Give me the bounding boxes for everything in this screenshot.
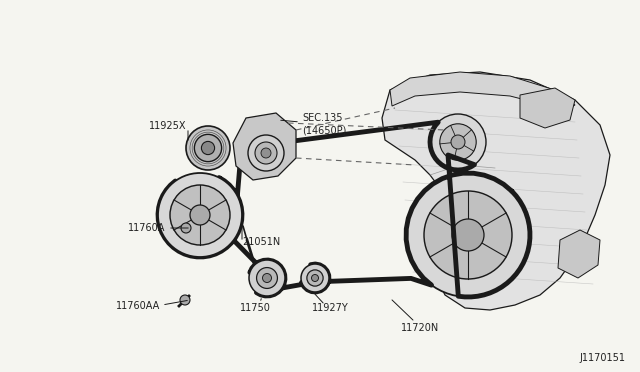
Circle shape: [452, 219, 484, 251]
Circle shape: [312, 275, 319, 282]
Text: 11925X: 11925X: [148, 121, 186, 131]
Circle shape: [262, 273, 271, 282]
Circle shape: [248, 135, 284, 171]
Text: 11760AA: 11760AA: [116, 301, 160, 311]
Text: 11750: 11750: [239, 303, 271, 313]
Text: 21051N: 21051N: [242, 237, 280, 247]
Circle shape: [257, 267, 277, 288]
Polygon shape: [558, 230, 600, 278]
Text: 11760A: 11760A: [127, 223, 165, 233]
Circle shape: [430, 114, 486, 170]
Circle shape: [249, 260, 285, 296]
Circle shape: [440, 124, 476, 160]
Circle shape: [202, 141, 214, 155]
Circle shape: [180, 295, 190, 305]
Circle shape: [451, 135, 465, 149]
Text: 11927Y: 11927Y: [312, 303, 348, 313]
Text: SEC.135: SEC.135: [302, 113, 342, 123]
Circle shape: [424, 191, 512, 279]
Circle shape: [255, 142, 277, 164]
Circle shape: [301, 264, 329, 292]
Text: J1170151: J1170151: [579, 353, 625, 363]
Polygon shape: [233, 113, 296, 180]
Circle shape: [158, 173, 242, 257]
Text: 11720N: 11720N: [401, 323, 439, 333]
Polygon shape: [390, 72, 575, 110]
Polygon shape: [382, 72, 610, 310]
Circle shape: [195, 134, 221, 162]
Text: (14650P): (14650P): [302, 125, 346, 135]
Circle shape: [186, 126, 230, 170]
Circle shape: [170, 185, 230, 245]
Circle shape: [307, 270, 323, 286]
Polygon shape: [520, 88, 575, 128]
Circle shape: [190, 205, 210, 225]
Circle shape: [181, 223, 191, 233]
Circle shape: [261, 148, 271, 158]
Circle shape: [406, 173, 530, 297]
